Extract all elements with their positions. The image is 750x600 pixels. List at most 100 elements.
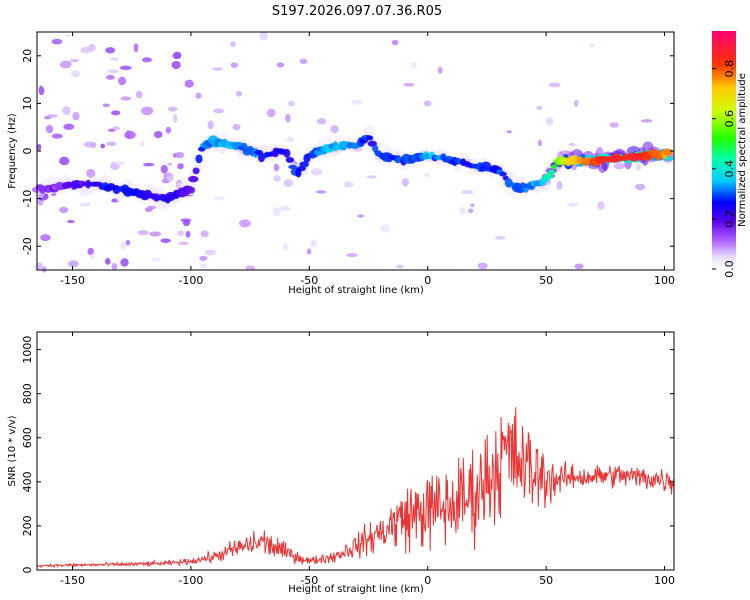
y-tick-label: 10 xyxy=(21,96,34,110)
spectrogram-noise-blob xyxy=(150,257,162,262)
spectrogram-noise-blob xyxy=(171,60,181,70)
spectrogram-noise-blob xyxy=(204,249,216,256)
colorbar-ticks: 0.0 0.2 0.4 0.6 0.8 xyxy=(712,60,736,278)
spectrogram-noise-blob xyxy=(259,31,269,41)
spectrogram-noise-blob xyxy=(276,62,285,68)
spectrogram-noise-blob xyxy=(86,168,96,178)
spectrogram-noise-blob xyxy=(306,248,312,255)
spectrogram-noise-blob xyxy=(114,161,125,166)
spectrogram-ridge-blob xyxy=(285,157,295,163)
spectrogram-noise-blob xyxy=(38,85,44,93)
spectrogram-noise-blob xyxy=(634,183,646,191)
y-tick-label: -20 xyxy=(21,237,34,255)
spectrogram-x-ticks: -150 -100 -50 0 50 100 xyxy=(60,32,675,287)
spectrogram-noise-blob xyxy=(102,103,110,108)
spectrogram-noise-blob xyxy=(165,126,172,134)
spectrogram-ridge-blob xyxy=(188,175,199,183)
spectrogram-noise-blob xyxy=(195,92,202,99)
spectrogram-noise-blob xyxy=(87,247,94,256)
y-tick-label: 200 xyxy=(21,515,34,536)
colorbar-tick-label: 0.0 xyxy=(723,260,736,278)
x-tick-label: -50 xyxy=(300,274,318,287)
spectrogram-noise-blob xyxy=(567,202,579,207)
y-tick-label: 1000 xyxy=(21,336,34,364)
spectrogram-ridge-blob xyxy=(550,164,558,170)
spectrogram-noise-blob xyxy=(282,243,288,251)
spectrogram-noise-blob xyxy=(506,130,512,134)
spectrogram-noise-blob xyxy=(125,239,131,246)
spectrogram-noise-blob xyxy=(62,106,71,115)
spectrogram-noise-blob xyxy=(141,106,154,116)
spectrogram-noise-blob xyxy=(142,162,155,167)
spectrogram-noise-blob xyxy=(45,124,54,134)
spectrogram-noise-blob xyxy=(142,57,152,63)
spectrogram-noise-blob xyxy=(310,239,318,248)
spectrogram-noise-blob xyxy=(346,253,358,258)
spectrogram-noise-blob xyxy=(280,206,291,211)
spectrogram-ridge-blob xyxy=(499,171,507,177)
spectrogram-noise-blob xyxy=(59,206,69,214)
spectrogram-noise-blob xyxy=(343,181,354,188)
spectrogram-ridge-blob xyxy=(299,161,309,168)
spectrogram-noise-blob xyxy=(548,82,561,88)
spectrogram-noise-blob xyxy=(273,163,280,172)
spectrogram-noise-blob xyxy=(137,229,149,236)
spectrogram-noise-blob xyxy=(160,238,171,243)
spectrogram-noise-blob xyxy=(105,47,116,54)
snr-background xyxy=(37,332,674,570)
y-tick-label: 600 xyxy=(21,427,34,448)
spectrogram-noise-blob xyxy=(139,141,145,147)
spectrogram-noise-blob xyxy=(100,143,106,149)
spectrogram-noise-blob xyxy=(90,253,95,260)
spectrogram-noise-blob xyxy=(396,264,404,269)
colorbar-tick-label: 0.4 xyxy=(723,160,736,178)
spectrogram-noise-blob xyxy=(67,260,79,268)
snr-panel: -150 -100 -50 0 50 100 0 200 400 600 800 1000 Heig… xyxy=(7,331,675,595)
spectrogram-noise-blob xyxy=(46,114,58,118)
spectrogram-noise-blob xyxy=(184,79,194,88)
spectrogram-noise-blob xyxy=(66,219,75,224)
spectrogram-noise-blob xyxy=(207,120,214,130)
x-tick-label: 0 xyxy=(424,274,431,287)
spectrogram-noise-blob xyxy=(401,177,409,187)
spectrogram-noise-blob xyxy=(537,139,542,147)
spectrogram-noise-blob xyxy=(286,136,295,143)
spectrogram-noise-blob xyxy=(119,65,132,71)
spectrogram-noise-blob xyxy=(245,265,256,271)
spectrogram-noise-blob xyxy=(213,108,225,114)
spectrogram-noise-blob xyxy=(153,131,163,139)
spectrogram-noise-blob xyxy=(211,67,224,71)
spectrogram-noise-blob xyxy=(635,164,641,172)
spectrogram-noise-blob xyxy=(232,123,241,131)
spectrogram-noise-blob xyxy=(568,142,576,147)
spectrogram-ridge-blob xyxy=(185,186,196,194)
spectrogram-noise-blob xyxy=(109,57,120,61)
spectrogram-noise-blob xyxy=(317,118,327,125)
snr-frame xyxy=(36,331,675,571)
spectrogram-noise-blob xyxy=(36,262,43,270)
spectrogram-noise-blob xyxy=(597,201,605,211)
spectrogram-noise-blob xyxy=(470,203,475,208)
spectrogram-noise-blob xyxy=(236,90,243,97)
spectrogram-noise-blob xyxy=(51,133,63,139)
spectrogram-noise-blob xyxy=(51,38,63,45)
colorbar-tick-label: 0.2 xyxy=(723,210,736,228)
spectrogram-noise-blob xyxy=(125,130,131,139)
x-tick-label: -100 xyxy=(178,574,203,587)
spectrogram-noise-blob xyxy=(133,43,139,53)
spectrogram-noise-blob xyxy=(83,141,95,148)
y-tick-label: 800 xyxy=(21,383,34,404)
spectrogram-noise-blob xyxy=(380,224,391,233)
colorbar: 0.0 0.2 0.4 0.6 0.8 Normalized spectral ampl… xyxy=(712,31,748,278)
spectrogram-ridge-blob xyxy=(365,135,374,141)
spectrogram-noise-blob xyxy=(104,258,111,265)
spectrogram-noise-blob xyxy=(423,100,432,107)
spectrogram-noise-blob xyxy=(424,172,430,177)
spectrogram-noise-blob xyxy=(266,108,276,118)
y-tick-label: 400 xyxy=(21,471,34,492)
spectrogram-noise-blob xyxy=(589,43,595,48)
spectrogram-noise-blob xyxy=(40,234,51,242)
spectrogram-noise-blob xyxy=(391,39,399,46)
spectrogram-ridge-blob xyxy=(283,148,291,158)
snr-y-label: SNR (10 * v/v) xyxy=(7,415,18,486)
